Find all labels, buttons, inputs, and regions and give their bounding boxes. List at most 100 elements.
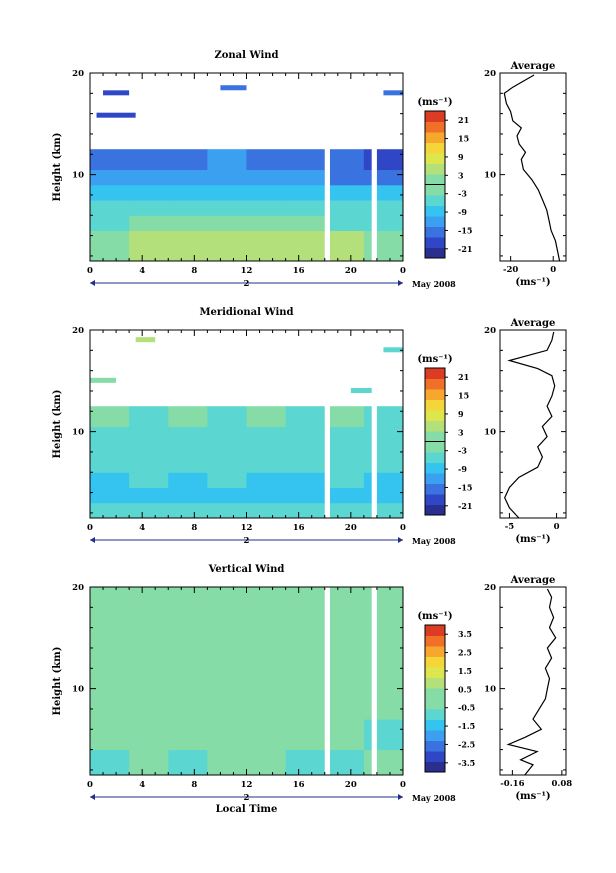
heatmap-cell [363, 719, 404, 751]
heatmap-cell [207, 472, 247, 489]
profile-x-tick-label: 0 [554, 522, 560, 532]
day-bar-start-arrow [90, 794, 95, 800]
average-profile: Average 10 20 -5 0 (ms⁻¹) [484, 318, 567, 545]
heatmap-cell [207, 169, 247, 186]
heatmap-cell [168, 230, 208, 247]
colorbar-segment [425, 378, 445, 390]
heatmap-cells [90, 73, 404, 262]
colorbar-tick-label: -3 [458, 189, 467, 199]
x-axis-label: Local Time [216, 804, 278, 815]
profile-title: Average [510, 61, 556, 72]
x-tick-label: 0 [87, 780, 93, 790]
colorbar-segment [425, 195, 445, 206]
profile-x-label: (ms⁻¹) [515, 277, 550, 288]
heatmap-cell [129, 719, 169, 751]
heatmap-cell [207, 587, 247, 629]
heatmap-cell [90, 658, 130, 690]
day-bar-start-arrow [90, 537, 95, 543]
panel-title: Meridional Wind [199, 307, 293, 318]
colorbar-segment [425, 216, 445, 227]
profile-y-tick-label: 10 [484, 685, 496, 695]
x-tick-label: 20 [345, 266, 357, 276]
profile-y-tick-label: 10 [484, 428, 496, 438]
colorbar-segment [425, 174, 445, 185]
heatmap-cell [285, 149, 326, 171]
heatmap-cell [246, 719, 287, 751]
heatmap-cell [129, 230, 169, 247]
x-tick-label: 20 [345, 780, 357, 790]
colorbar-segment [425, 368, 445, 379]
heatmap-cell [363, 502, 404, 519]
colorbar-segment [425, 226, 445, 238]
heatmap-cell [168, 627, 208, 659]
heatmap-cell [207, 230, 247, 247]
profile-x-tick-label: -20 [503, 265, 518, 275]
y-axis-label: Height (km) [52, 390, 63, 459]
heatmap-cell [285, 200, 326, 216]
heatmap-cell [324, 658, 365, 690]
heatmap-cell [90, 487, 130, 504]
data-gap [324, 73, 330, 261]
heatmap-cell [129, 184, 169, 201]
profile-y-tick-label: 20 [484, 326, 496, 336]
colorbar-tick-label: -21 [458, 244, 472, 254]
profile-y-tick-label: 20 [484, 69, 496, 79]
heatmap-cell [90, 441, 130, 458]
colorbar-segment [425, 688, 445, 699]
sparse-cell [90, 377, 117, 383]
heatmap-cell [363, 426, 404, 443]
profile-y-tick-label: 20 [484, 583, 496, 593]
heatmap-cell [207, 426, 247, 443]
heatmap-cell [90, 215, 130, 232]
heatmap-cell [324, 426, 365, 443]
colorbar-tick-label: -1.5 [458, 721, 475, 731]
profile-x-label: (ms⁻¹) [515, 791, 550, 802]
heatmap-cell [363, 749, 404, 776]
colorbar: (ms⁻¹) 21 15 9 3 -3 -9 -15 -21 [417, 97, 472, 259]
colorbar-segment [425, 730, 445, 741]
heatmap-cell [129, 245, 169, 262]
profile-x-label: (ms⁻¹) [515, 534, 550, 545]
heatmap-cell [363, 245, 404, 262]
date-label: May 2008 [412, 793, 456, 803]
sparse-cell [383, 347, 403, 353]
heatmap-cell [246, 658, 287, 690]
heatmap-cell [168, 688, 208, 720]
sparse-cell [350, 387, 377, 393]
sparse-cell [103, 90, 130, 96]
colorbar-segment [425, 667, 445, 678]
heatmap-cell [285, 658, 326, 690]
profile-frame [499, 586, 567, 776]
colorbar-tick-label: 3.5 [458, 629, 472, 639]
heatmap-cell [207, 406, 247, 428]
heatmap-cell [246, 627, 287, 659]
heatmap-cell [285, 426, 326, 443]
heatmap-cell [90, 719, 130, 751]
profile-x-tick-label: 0.08 [552, 779, 573, 789]
colorbar-tick-label: 21 [458, 115, 469, 125]
panel-zonal-wind: Zonal Wind 10 20 Height (km) 0 4 8 12 16 20 0 2 May … [52, 50, 567, 289]
colorbar-segment [425, 121, 445, 133]
data-gap [324, 330, 330, 518]
colorbar-segment [425, 635, 445, 647]
day-bar-end-arrow [398, 280, 403, 286]
heatmap-cell [90, 587, 130, 629]
heatmap-cell [324, 441, 365, 458]
day-bar-end-arrow [398, 537, 403, 543]
colorbar-segment [425, 452, 445, 463]
heatmap-cell [207, 200, 247, 216]
profile-x-tick-label: 0 [550, 265, 556, 275]
colorbar-unit: (ms⁻¹) [417, 354, 452, 365]
heatmap-cell [246, 230, 287, 247]
heatmap-cell [90, 688, 130, 720]
heatmap-cell [168, 749, 208, 776]
colorbar-tick-label: 15 [458, 391, 469, 401]
x-axis: 0 4 8 12 16 20 0 2 May 2008 [87, 73, 456, 289]
colorbar-tick-label: 2.5 [458, 648, 472, 658]
heatmap-cell [168, 502, 208, 519]
heatmap-cell [363, 587, 404, 629]
y-axis-label: Height (km) [52, 647, 63, 716]
heatmap-cell [324, 245, 365, 262]
heatmap-cell [363, 406, 404, 428]
